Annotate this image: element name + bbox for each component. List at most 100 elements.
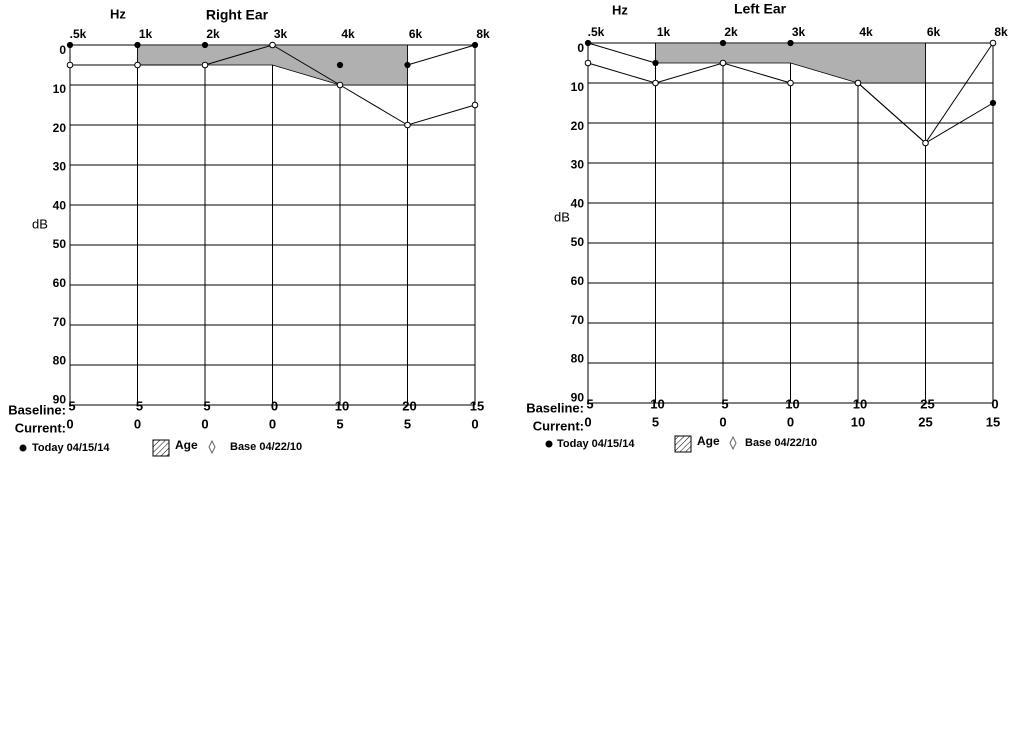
y-tick-label: 40 — [571, 196, 585, 210]
row-value: 0 — [134, 416, 141, 431]
data-point — [269, 41, 276, 49]
data-point — [652, 59, 659, 67]
data-point — [989, 99, 997, 107]
row-value: 25 — [918, 414, 932, 429]
legend-label: Age — [697, 434, 720, 448]
row-label: Baseline: — [526, 400, 584, 415]
data-point — [66, 41, 74, 49]
row-value: 10 — [785, 396, 799, 411]
data-point — [404, 61, 411, 69]
y-tick-label: 50 — [53, 237, 67, 251]
x-tick-label: 4k — [341, 27, 355, 41]
x-tick-label: 2k — [206, 27, 220, 41]
y-tick-label: 0 — [577, 41, 584, 55]
data-point — [787, 79, 794, 87]
chart-title: Right Ear — [206, 7, 269, 23]
y-tick-label: 80 — [571, 352, 585, 366]
y-tick-label: 70 — [53, 315, 67, 329]
data-point — [134, 61, 141, 69]
row-value: 20 — [402, 398, 416, 413]
row-value: 10 — [851, 414, 865, 429]
legend-label: Today 04/15/14 — [32, 442, 110, 454]
y-tick-label: 60 — [53, 276, 67, 290]
x-tick-label: 3k — [792, 25, 806, 39]
y-tick-label: 20 — [53, 121, 67, 135]
legend-marker — [152, 439, 170, 457]
data-point — [584, 39, 592, 47]
y-axis-label: dB — [554, 209, 570, 224]
data-point — [854, 79, 862, 87]
legend-marker — [208, 439, 216, 455]
y-axis-label: dB — [32, 216, 48, 231]
row-value: 0 — [269, 416, 276, 431]
data-point — [201, 41, 209, 49]
row-value: 5 — [336, 416, 343, 431]
data-point — [471, 101, 479, 109]
x-tick-label: 4k — [859, 25, 873, 39]
row-value: 5 — [136, 398, 143, 413]
data-point — [719, 39, 727, 47]
row-value: 15 — [470, 398, 484, 413]
row-value: 0 — [271, 398, 278, 413]
data-point — [719, 59, 727, 67]
y-tick-label: 80 — [53, 354, 67, 368]
x-tick-label: 6k — [409, 27, 423, 41]
data-point — [652, 79, 659, 87]
x-axis-label: Hz — [110, 6, 126, 21]
x-tick-label: 8k — [994, 25, 1008, 39]
row-value: 5 — [652, 414, 659, 429]
y-tick-label: 90 — [571, 390, 585, 404]
row-value: 0 — [787, 414, 794, 429]
y-tick-label: 40 — [53, 198, 67, 212]
y-tick-label: 90 — [53, 392, 67, 406]
x-tick-label: .5k — [588, 25, 605, 39]
y-tick-label: 10 — [571, 80, 585, 94]
x-tick-label: 6k — [927, 25, 941, 39]
row-value: 5 — [203, 398, 210, 413]
x-tick-label: .5k — [70, 27, 87, 41]
y-tick-label: 30 — [53, 160, 67, 174]
row-value: 15 — [986, 414, 1000, 429]
row-value: 10 — [650, 396, 664, 411]
legend-marker — [729, 435, 737, 451]
x-tick-label: 3k — [274, 27, 288, 41]
legend-label: Base 04/22/10 — [230, 441, 302, 453]
y-tick-label: 70 — [571, 313, 585, 327]
row-label: Current: — [15, 420, 66, 435]
row-value: 0 — [991, 396, 998, 411]
row-value: 10 — [335, 398, 349, 413]
legend-marker — [19, 444, 27, 452]
data-point — [922, 139, 929, 147]
legend-label: Age — [175, 438, 198, 452]
x-axis-label: Hz — [612, 2, 628, 17]
row-label: Baseline: — [8, 402, 66, 417]
row-value: 5 — [68, 398, 75, 413]
row-value: 0 — [201, 416, 208, 431]
x-tick-label: 2k — [724, 25, 738, 39]
chart-title: Left Ear — [734, 1, 787, 17]
row-value: 10 — [853, 396, 867, 411]
row-value: 0 — [66, 416, 73, 431]
row-value: 0 — [719, 414, 726, 429]
data-point — [336, 61, 344, 69]
data-point — [201, 61, 209, 69]
legend-marker — [545, 440, 553, 448]
legend-marker — [674, 435, 692, 453]
x-tick-label: 1k — [139, 27, 153, 41]
data-point — [404, 121, 411, 129]
row-value: 25 — [920, 396, 934, 411]
data-point — [989, 39, 997, 47]
y-tick-label: 20 — [571, 119, 585, 133]
data-point — [336, 81, 344, 89]
row-value: 0 — [584, 414, 591, 429]
row-value: 5 — [721, 396, 728, 411]
legend-label: Today 04/15/14 — [557, 438, 635, 450]
row-label: Current: — [533, 418, 584, 433]
age-band — [655, 42, 926, 84]
y-tick-label: 0 — [59, 43, 66, 57]
y-tick-label: 50 — [571, 235, 585, 249]
row-value: 0 — [471, 416, 478, 431]
legend-label: Base 04/22/10 — [745, 437, 817, 449]
y-tick-label: 10 — [53, 82, 67, 96]
